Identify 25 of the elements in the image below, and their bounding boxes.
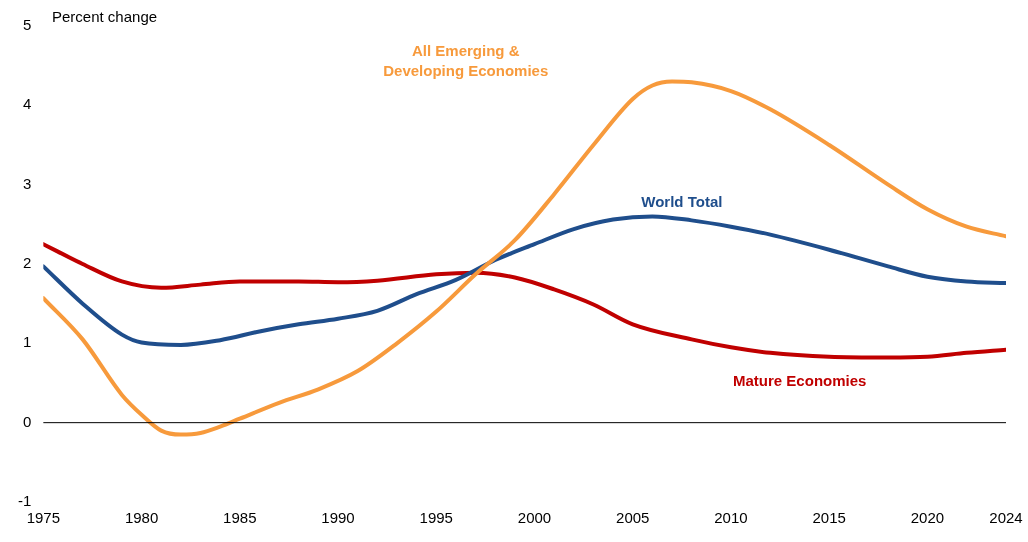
x-tick-label: 2020 — [910, 509, 945, 527]
y-axis-title: Percent change — [52, 8, 158, 26]
x-tick-label: 2005 — [616, 509, 650, 527]
x-tick-label: 1995 — [419, 509, 453, 527]
x-tick-label: 1990 — [321, 509, 355, 527]
line-series — [43, 242, 1006, 360]
y-tick-label: 0 — [22, 412, 32, 430]
line-series — [43, 79, 1006, 437]
y-tick-label: -1 — [17, 492, 32, 510]
line-series — [43, 214, 1006, 347]
x-tick-label: 1975 — [26, 509, 61, 527]
y-tick-label: 3 — [22, 174, 32, 192]
x-tick-label: 2010 — [714, 509, 748, 527]
y-tick-label: 5 — [22, 16, 32, 34]
y-tick-label: 4 — [22, 95, 32, 113]
x-tick-label: 2000 — [517, 509, 552, 527]
x-tick-label: 1985 — [223, 509, 257, 527]
x-tick-label: 1980 — [124, 509, 159, 527]
text: All Emerging & Developing Economies — [383, 41, 549, 79]
y-tick-label: 1 — [22, 333, 32, 351]
x-tick-label: 2015 — [812, 509, 846, 527]
series-label: World Total — [641, 193, 723, 211]
series-label: Mature Economies — [733, 371, 867, 389]
y-tick-label: 2 — [22, 254, 32, 272]
x-tick-label: 2024 — [989, 509, 1023, 527]
